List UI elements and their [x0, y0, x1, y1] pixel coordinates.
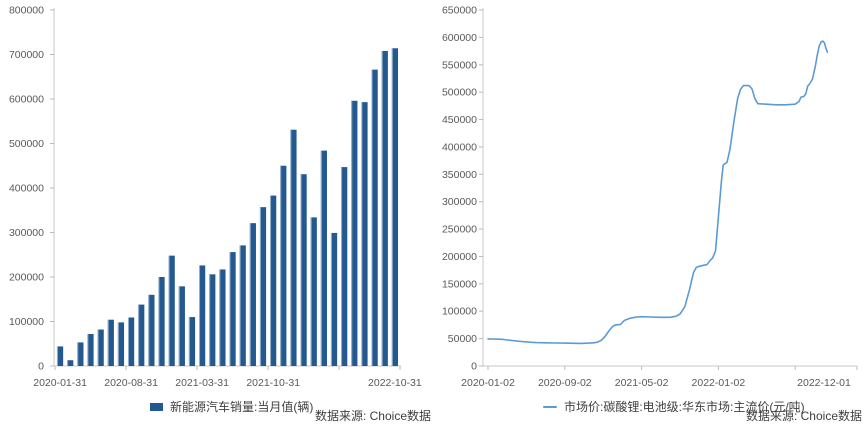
line-legend-marker-icon	[543, 405, 557, 408]
svg-text:2021-03-31: 2021-03-31	[175, 377, 229, 389]
lithium-price-legend-label: 市场价:碳酸锂:电池级:华东市场:主流价(元/吨)	[564, 400, 805, 414]
svg-text:400000: 400000	[9, 183, 44, 195]
svg-text:250000: 250000	[442, 224, 477, 236]
svg-text:100000: 100000	[9, 316, 44, 328]
svg-text:2021-10-31: 2021-10-31	[246, 377, 300, 389]
svg-text:600000: 600000	[442, 32, 477, 44]
nev-sales-legend: 新能源汽车销量:当月值(辆)	[150, 398, 313, 415]
svg-text:350000: 350000	[442, 169, 477, 181]
svg-text:450000: 450000	[442, 114, 477, 126]
svg-text:700000: 700000	[9, 49, 44, 61]
svg-text:2020-08-31: 2020-08-31	[104, 377, 158, 389]
svg-text:2020-01-02: 2020-01-02	[461, 377, 515, 389]
source-note-right: 数据来源: Choice数据	[745, 409, 862, 423]
nev-sales-bar-plot: 0 100000 200000 300000 400000 500000 600000 700…	[9, 5, 422, 390]
svg-text:100000: 100000	[442, 306, 477, 318]
svg-text:2022-12-01: 2022-12-01	[797, 377, 851, 389]
svg-text:500000: 500000	[442, 87, 477, 99]
svg-text:300000: 300000	[442, 196, 477, 208]
svg-text:600000: 600000	[9, 94, 44, 106]
svg-text:2021-05-02: 2021-05-02	[615, 377, 669, 389]
svg-text:50000: 50000	[448, 333, 477, 345]
lithium-price-chart: 0 50000 100000 150000 200000 250000 300000 3500…	[433, 0, 865, 432]
svg-text:500000: 500000	[9, 138, 44, 150]
svg-text:650000: 650000	[442, 5, 477, 17]
svg-text:2022-01-02: 2022-01-02	[692, 377, 746, 389]
bar-legend-marker-icon	[150, 402, 163, 411]
svg-text:550000: 550000	[442, 59, 477, 71]
svg-text:0: 0	[471, 361, 477, 373]
source-note-left: 数据来源: Choice数据	[314, 409, 431, 423]
svg-text:2020-09-02: 2020-09-02	[538, 377, 592, 389]
svg-text:0: 0	[38, 361, 44, 373]
nev-sales-legend-label: 新能源汽车销量:当月值(辆)	[170, 400, 314, 414]
svg-text:150000: 150000	[442, 278, 477, 290]
svg-text:800000: 800000	[9, 5, 44, 17]
svg-text:2022-10-31: 2022-10-31	[368, 377, 422, 389]
svg-text:300000: 300000	[9, 227, 44, 239]
svg-text:200000: 200000	[442, 251, 477, 263]
nev-sales-chart: 0 100000 200000 300000 400000 500000 600000 700…	[9, 5, 431, 424]
svg-text:2020-01-31: 2020-01-31	[33, 377, 87, 389]
lithium-price-legend: 市场价:碳酸锂:电池级:华东市场:主流价(元/吨)	[543, 398, 805, 415]
svg-text:200000: 200000	[9, 272, 44, 284]
svg-text:400000: 400000	[442, 141, 477, 153]
lithium-price-line-plot: 0 50000 100000 150000 200000 250000 300000 3500…	[442, 5, 858, 389]
